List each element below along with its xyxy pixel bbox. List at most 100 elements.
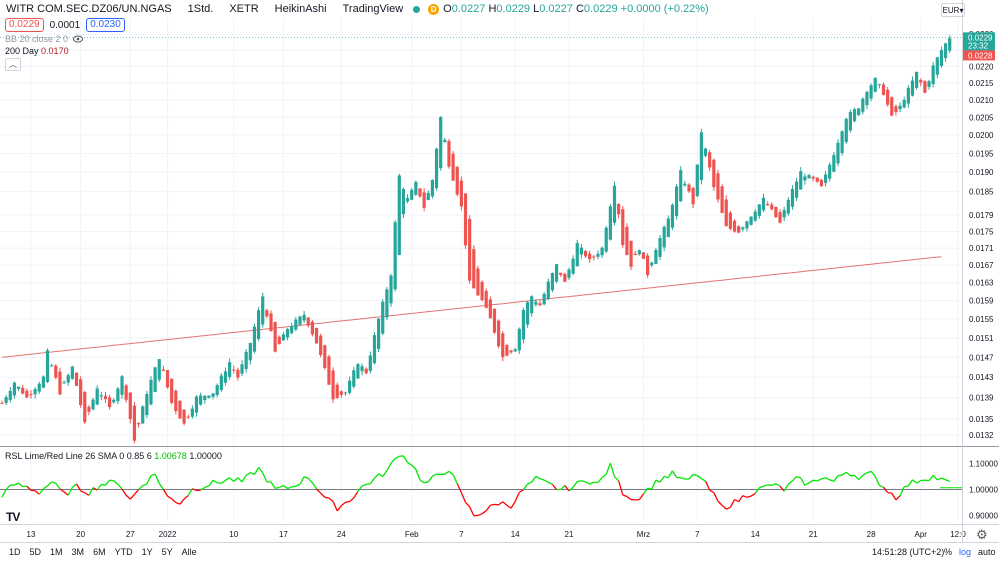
ma-price-tag <box>963 50 995 61</box>
rsl-segment <box>26 485 32 491</box>
rsl-segment <box>626 496 632 501</box>
range-alle[interactable]: Alle <box>181 547 197 557</box>
percent-toggle[interactable]: % <box>944 547 953 557</box>
rsl-segment <box>585 481 590 485</box>
candle-body <box>604 227 608 252</box>
l-label: L <box>533 3 540 15</box>
candle-body <box>828 164 832 179</box>
symbol-name[interactable]: WITR COM.SEC.DZ06/UN.NGAS <box>6 3 172 15</box>
rsl-segment <box>845 471 851 477</box>
interval[interactable]: 1Std. <box>187 3 214 15</box>
candle-body <box>256 310 261 340</box>
range-5d[interactable]: 5D <box>29 547 42 557</box>
bid-box[interactable]: 0.0229 <box>5 18 44 32</box>
auto-toggle[interactable]: auto <box>978 547 996 557</box>
candle-body <box>281 334 286 341</box>
x-tick-label: 27 <box>126 530 135 539</box>
rsl-segment <box>531 475 537 483</box>
candle-body <box>484 290 488 308</box>
collapse-legend-button[interactable]: ︿ <box>5 58 21 71</box>
rsl-segment <box>373 473 380 479</box>
rsl-segment <box>75 483 82 492</box>
rsl-segment <box>423 481 429 484</box>
candle-body <box>608 206 612 240</box>
range-1d[interactable]: 1D <box>9 547 21 557</box>
rsl-segment <box>696 475 702 480</box>
range-ytd[interactable]: YTD <box>114 547 133 557</box>
rsl-segment <box>912 479 918 484</box>
candle-body <box>165 370 170 388</box>
x-tick-label: Mrz <box>637 530 650 539</box>
rsl-legend[interactable]: RSL Lime/Red Line 26 SMA 0 0.85 6 1.0067… <box>5 451 222 461</box>
candle-body <box>132 405 137 441</box>
candle-body <box>770 204 774 210</box>
rsl-segment <box>432 473 437 477</box>
rsl-segment <box>572 481 578 488</box>
rsl-segment <box>858 474 864 481</box>
rsl-segment <box>734 499 739 503</box>
candle-body <box>149 379 153 405</box>
rsl-segment <box>899 486 905 497</box>
candle-body <box>434 148 439 189</box>
rsl-segment <box>38 488 44 495</box>
rsl-segment <box>663 475 669 479</box>
range-5y[interactable]: 5Y <box>161 547 173 557</box>
candle-body <box>815 177 819 182</box>
rsl-segment <box>378 473 384 478</box>
rsl-segment <box>680 477 686 480</box>
candle-body <box>670 204 675 228</box>
gear-icon[interactable]: ⚙ <box>976 527 988 542</box>
rsl-segment <box>937 477 942 481</box>
candle-body <box>492 308 497 333</box>
ma-200-path <box>1 256 942 358</box>
rsl-segment <box>55 482 61 490</box>
clock[interactable]: 14:51:28 (UTC+2) <box>872 547 945 557</box>
rsl-segment <box>535 475 541 480</box>
log-toggle[interactable]: log <box>959 547 972 557</box>
c-label: C <box>575 3 584 15</box>
range-1m[interactable]: 1M <box>50 547 63 557</box>
currency-selector[interactable]: EUR ▾ <box>941 3 965 17</box>
eye-hidden-icon[interactable] <box>73 35 84 43</box>
range-6m[interactable]: 6M <box>93 547 106 557</box>
rsl-segment <box>332 500 338 512</box>
rsl-y-tick: 1.00000 <box>969 486 998 495</box>
y-tick-label: 0.0135 <box>969 415 994 424</box>
rsl-segment <box>253 467 260 475</box>
rsl-segment <box>328 497 334 502</box>
source: TradingView <box>342 3 404 15</box>
candle-body <box>778 212 782 223</box>
rsl-segment <box>522 483 529 491</box>
h-label: H <box>488 3 497 15</box>
candle-body <box>232 369 236 371</box>
ma-legend[interactable]: 200 Day 0.0170 <box>5 46 69 56</box>
x-tick-label: 12:0 <box>950 530 966 539</box>
rsl-segment <box>717 500 723 506</box>
x-tick-label: Feb <box>405 530 419 539</box>
y-tick-label: 0.0132 <box>969 431 994 440</box>
x-tick-label: 14 <box>751 530 760 539</box>
bb-legend[interactable]: BB 20 close 2 0 <box>5 34 84 44</box>
x-tick-label: 2022 <box>159 530 177 539</box>
rsl-segment <box>171 498 177 504</box>
rsl-segment <box>841 471 847 476</box>
rsl-segment <box>456 483 462 493</box>
rsl-segment <box>609 462 616 477</box>
rsl-value: 1.00678 <box>154 451 187 461</box>
rsl-segment <box>411 464 417 470</box>
candle-body <box>455 167 459 195</box>
candle-body <box>364 368 368 374</box>
range-1y[interactable]: 1Y <box>141 547 153 557</box>
rsl-segment <box>742 495 748 498</box>
candle-body <box>563 273 567 282</box>
rsl-segment <box>382 470 388 477</box>
ask-box[interactable]: 0.0230 <box>86 18 125 32</box>
range-3m[interactable]: 3M <box>71 547 85 557</box>
candle-body <box>389 275 393 304</box>
candle-body <box>567 269 571 278</box>
candle-body <box>298 316 302 325</box>
rsl-segment <box>167 495 173 500</box>
y-tick-label: 0.0175 <box>969 227 994 236</box>
tradingview-logo-icon[interactable]: TV <box>6 510 20 524</box>
